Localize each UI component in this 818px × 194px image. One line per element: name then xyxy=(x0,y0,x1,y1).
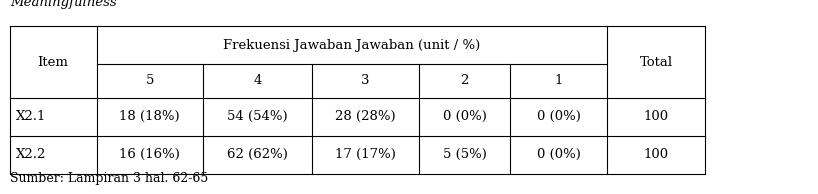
Text: 0 (0%): 0 (0%) xyxy=(537,110,581,123)
Text: 5 (5%): 5 (5%) xyxy=(443,148,487,161)
Text: 0 (0%): 0 (0%) xyxy=(537,148,581,161)
Text: 0 (0%): 0 (0%) xyxy=(443,110,487,123)
Text: 28 (28%): 28 (28%) xyxy=(335,110,396,123)
Text: 100: 100 xyxy=(644,110,668,123)
Text: Item: Item xyxy=(38,55,69,69)
Text: 54 (54%): 54 (54%) xyxy=(227,110,288,123)
Text: 17 (17%): 17 (17%) xyxy=(335,148,396,161)
Text: X2.1: X2.1 xyxy=(16,110,47,123)
Text: 4: 4 xyxy=(254,74,262,87)
Text: Meaningfulness: Meaningfulness xyxy=(10,0,116,9)
Text: Sumber: Lampiran 3 hal. 62-65: Sumber: Lampiran 3 hal. 62-65 xyxy=(10,172,208,185)
Text: Frekuensi Jawaban Jawaban (unit / %): Frekuensi Jawaban Jawaban (unit / %) xyxy=(223,39,480,52)
Text: 2: 2 xyxy=(461,74,469,87)
Text: Total: Total xyxy=(640,55,672,69)
Text: 18 (18%): 18 (18%) xyxy=(119,110,180,123)
Text: 100: 100 xyxy=(644,148,668,161)
Text: 5: 5 xyxy=(146,74,154,87)
Text: 3: 3 xyxy=(362,74,370,87)
Text: 1: 1 xyxy=(555,74,563,87)
Text: 62 (62%): 62 (62%) xyxy=(227,148,288,161)
Text: 16 (16%): 16 (16%) xyxy=(119,148,180,161)
Text: X2.2: X2.2 xyxy=(16,148,47,161)
